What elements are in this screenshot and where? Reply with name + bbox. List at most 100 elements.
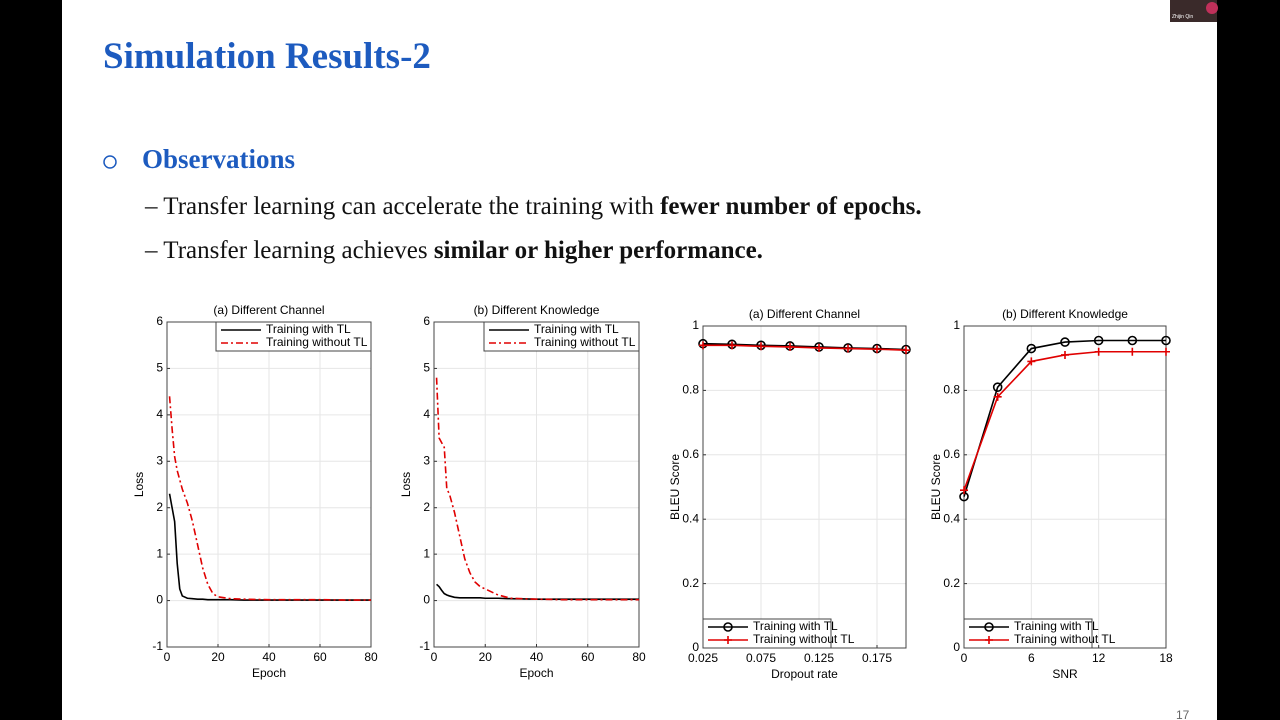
series-line	[963, 339, 1166, 497]
legend-box	[702, 618, 832, 649]
marker	[844, 344, 852, 353]
y-tick-label: 3	[156, 453, 163, 467]
marker	[1061, 350, 1069, 359]
series-line	[436, 583, 639, 600]
y-tick-label: 6	[156, 314, 163, 328]
sub-bullet-bold: fewer number of epochs.	[660, 193, 922, 220]
legend-box	[483, 321, 640, 352]
legend-label: Training without TL	[534, 335, 636, 349]
y-tick-label: 0	[953, 640, 960, 654]
x-tick-label: 60	[581, 650, 595, 664]
legend-marker	[724, 636, 732, 644]
x-tick-label: 6	[1028, 651, 1035, 665]
x-tick-label: 80	[632, 650, 646, 664]
x-axis-label: Epoch	[252, 666, 286, 680]
y-axis-label: Loss	[399, 472, 413, 497]
bullet-icon	[103, 155, 117, 169]
video-name: Zhijin Qin	[1172, 14, 1193, 20]
y-tick-label: 1	[953, 318, 960, 332]
plot-area	[703, 326, 906, 648]
legend-label: Training with TL	[534, 322, 619, 336]
y-tick-label: 0	[156, 593, 163, 607]
marker	[786, 342, 794, 351]
chart-title: (b) Different Knowledge	[474, 303, 600, 317]
y-tick-label: 2	[423, 500, 430, 514]
marker	[902, 346, 910, 355]
y-axis-label: BLEU Score	[668, 454, 682, 520]
marker	[873, 345, 881, 354]
x-tick-label: 40	[262, 650, 276, 664]
bullet-heading: Observations	[142, 144, 295, 174]
legend-box	[963, 618, 1093, 649]
marker	[1127, 335, 1138, 346]
y-axis-label: Loss	[132, 472, 146, 497]
marker	[1026, 343, 1037, 354]
x-tick-label: 60	[313, 650, 327, 664]
marker	[992, 382, 1003, 392]
x-tick-label: 0	[431, 650, 438, 664]
y-tick-label: 0	[423, 593, 430, 607]
chart-title: (b) Different Knowledge	[1002, 307, 1128, 321]
chart-title: (a) Different Channel	[213, 303, 324, 317]
y-tick-label: 0.6	[682, 447, 699, 461]
x-tick-label: 0.175	[862, 651, 892, 665]
x-tick-label: 0.125	[804, 651, 834, 665]
x-axis-label: Epoch	[519, 666, 553, 680]
y-tick-label: 0.8	[943, 383, 960, 397]
y-tick-label: -1	[419, 639, 430, 653]
y-axis-label: BLEU Score	[929, 454, 943, 520]
y-tick-label: 0.6	[943, 447, 960, 461]
marker	[815, 343, 823, 352]
page-number: 17	[1176, 708, 1190, 720]
y-tick-label: 6	[423, 314, 430, 328]
legend-label: Training with TL	[266, 322, 351, 336]
y-tick-label: 5	[423, 361, 430, 375]
legend-marker	[985, 636, 993, 644]
legend-label: Training without TL	[753, 632, 855, 646]
marker	[1060, 337, 1070, 347]
legend-label: Training with TL	[1014, 619, 1099, 633]
x-tick-label: 40	[530, 650, 544, 664]
legend-label: Training without TL	[266, 335, 368, 349]
y-tick-label: 0.2	[682, 576, 699, 590]
sub-bullet-text: – Transfer learning achieves	[144, 237, 434, 264]
x-tick-label: 0.025	[688, 651, 718, 665]
x-tick-label: 80	[364, 650, 378, 664]
x-tick-label: 20	[479, 650, 493, 664]
legend-marker	[723, 622, 733, 632]
marker	[699, 341, 707, 350]
x-tick-label: 0.075	[746, 651, 776, 665]
legend-box	[215, 321, 372, 352]
x-tick-label: 20	[211, 650, 225, 664]
sub-bullet: – Transfer learning can accelerate the t…	[144, 193, 922, 220]
chart-title: (a) Different Channel	[749, 307, 860, 321]
x-axis-label: Dropout rate	[771, 667, 838, 681]
y-tick-label: 0	[692, 640, 699, 654]
series-line	[703, 344, 907, 351]
marker	[1161, 335, 1171, 346]
y-tick-label: 2	[156, 500, 163, 514]
y-tick-label: 0.8	[682, 383, 699, 397]
sub-bullet-bold: similar or higher performance.	[434, 237, 763, 264]
legend-label: Training without TL	[1014, 632, 1116, 646]
marker	[728, 341, 736, 350]
sub-bullet-text: – Transfer learning can accelerate the t…	[144, 193, 660, 220]
marker	[757, 342, 765, 351]
marker	[1162, 347, 1170, 356]
video-person	[1206, 2, 1218, 14]
y-tick-label: 0.4	[682, 511, 699, 525]
series-line	[168, 396, 371, 601]
plot-area	[964, 326, 1166, 648]
y-tick-label: 1	[156, 546, 163, 560]
y-tick-label: 1	[423, 546, 430, 560]
series-line	[435, 377, 639, 601]
legend-label: Training with TL	[753, 619, 838, 633]
x-tick-label: 12	[1092, 651, 1106, 665]
marker	[1093, 335, 1104, 346]
y-tick-label: 5	[156, 361, 163, 375]
y-tick-label: 0.2	[943, 576, 960, 590]
y-tick-label: -1	[152, 639, 163, 653]
marker	[960, 486, 968, 495]
